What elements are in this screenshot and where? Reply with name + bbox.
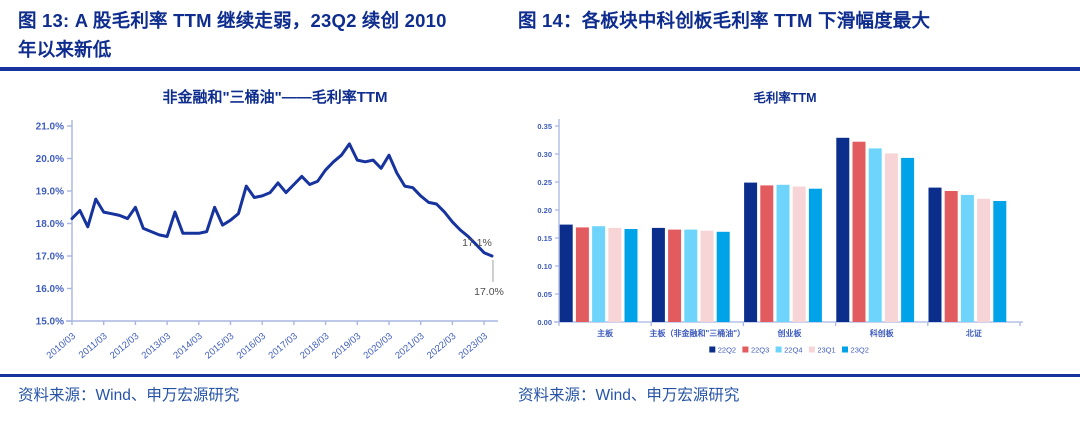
bar-22Q2-创业板 xyxy=(744,182,758,322)
bar-23Q2-主板（非金融和"三桶油"） xyxy=(716,231,730,322)
bar-23Q1-主板 xyxy=(608,227,622,322)
bar-group-4 xyxy=(836,137,915,322)
figure13-title-line2: 年以来新低 xyxy=(18,39,112,60)
bar-23Q1-北证 xyxy=(977,198,991,322)
line-chart-x-tick: 2013/03 xyxy=(140,331,173,362)
bar-22Q4-主板 xyxy=(592,226,606,322)
bar-chart-category-label: 科创板 xyxy=(870,328,895,338)
figure13-title: 图 13: A 股毛利率 TTM 继续走弱，23Q2 续创 2010 年以来新低 xyxy=(18,6,510,64)
legend-label-23Q2: 23Q2 xyxy=(851,346,869,355)
bar-chart-y-tick: 0.15 xyxy=(537,234,552,243)
figure14-source: 资料来源：Wind、申万宏源研究 xyxy=(518,387,740,404)
bar-22Q4-主板（非金融和"三桶油"） xyxy=(684,229,698,322)
bar-22Q3-创业板 xyxy=(760,185,774,322)
line-chart-y-tick: 21.0% xyxy=(36,122,64,133)
bar-chart-title: 毛利率TTM xyxy=(753,90,816,105)
legend-label-22Q2: 22Q2 xyxy=(718,346,736,355)
bar-23Q1-创业板 xyxy=(792,186,806,322)
line-chart-x-tick: 2017/03 xyxy=(266,331,299,362)
bar-chart-category-label: 主板（非金融和"三桶油"） xyxy=(650,328,746,338)
bar-chart-legend: 22Q2 22Q3 22Q4 23Q1 23Q2 xyxy=(709,346,869,355)
bar-22Q4-科创板 xyxy=(868,148,882,322)
bar-22Q4-创业板 xyxy=(776,184,790,322)
bar-23Q2-科创板 xyxy=(901,157,915,322)
line-chart-y-tick: 17.0% xyxy=(36,252,64,263)
footer-divider xyxy=(0,374,1080,377)
line-chart-x-tick: 2020/03 xyxy=(362,331,395,362)
legend-label-22Q4: 22Q4 xyxy=(784,346,802,355)
line-chart-x-tick: 2014/03 xyxy=(171,331,204,362)
bar-chart-y-tick: 0.00 xyxy=(537,318,552,327)
line-chart-x-tick: 2019/03 xyxy=(330,331,363,362)
bar-chart-category-label: 北证 xyxy=(966,328,982,338)
bar-chart-category-label: 主板 xyxy=(597,328,614,338)
bar-chart-y-tick: 0.20 xyxy=(537,206,552,215)
gross-margin-ttm-line xyxy=(70,142,494,258)
bar-group-3 xyxy=(744,182,822,322)
bar-22Q4-北证 xyxy=(960,194,974,322)
bar-22Q2-主板 xyxy=(559,224,573,322)
bar-chart-y-tick: 0.25 xyxy=(537,178,552,187)
line-chart-y-tick: 15.0% xyxy=(36,317,64,328)
figure13-source: 资料来源：Wind、申万宏源研究 xyxy=(18,387,240,404)
bar-group-5 xyxy=(928,187,1007,322)
bar-22Q2-科创板 xyxy=(836,137,850,322)
bar-23Q1-主板（非金融和"三桶油"） xyxy=(700,230,714,322)
bar-22Q2-主板（非金融和"三桶油"） xyxy=(651,227,665,322)
legend-swatch-22Q4 xyxy=(775,346,782,353)
line-chart-y-tick: 18.0% xyxy=(36,219,64,230)
figure14-title-line1: 图 14：各板块中科创板毛利率 TTM 下滑幅度最大 xyxy=(518,10,931,31)
line-chart: 非金融和"三桶油"——毛利率TTM 21.0% 20.0% 19.0% 18.0% 17.… xyxy=(36,88,504,362)
bar-chart-y-tick: 0.30 xyxy=(537,150,552,159)
figure13-title-line1: 图 13: A 股毛利率 TTM 继续走弱，23Q2 续创 2010 xyxy=(18,10,447,31)
legend-label-22Q3: 22Q3 xyxy=(751,346,769,355)
legend-swatch-22Q2 xyxy=(709,346,716,353)
line-chart-x-tick: 2010/03 xyxy=(45,331,78,362)
bar-22Q3-主板（非金融和"三桶油"） xyxy=(668,229,682,322)
line-chart-y-tick: 19.0% xyxy=(36,187,64,198)
line-chart-x-tick: 2023/03 xyxy=(457,331,490,362)
bar-22Q3-科创板 xyxy=(852,141,866,322)
figure14-title: 图 14：各板块中科创板毛利率 TTM 下滑幅度最大 xyxy=(518,6,1074,35)
legend-label-23Q1: 23Q1 xyxy=(817,346,835,355)
bar-22Q2-北证 xyxy=(928,187,942,322)
bar-chart-category-label: 创业板 xyxy=(777,328,803,338)
line-chart-x-tick: 2012/03 xyxy=(108,331,141,362)
bar-chart-y-tick: 0.35 xyxy=(537,122,552,131)
bar-23Q2-主板 xyxy=(624,229,638,322)
line-chart-y-tick: 16.0% xyxy=(36,284,64,295)
bar-chart-y-tick: 0.10 xyxy=(537,262,552,271)
bar-23Q2-创业板 xyxy=(808,188,822,322)
prev-value-label: 17.1% xyxy=(462,237,492,249)
line-chart-title: 非金融和"三桶油"——毛利率TTM xyxy=(162,88,387,106)
title-divider xyxy=(0,67,1080,71)
line-chart-x-tick: 2022/03 xyxy=(425,331,458,362)
legend-swatch-23Q2 xyxy=(842,346,848,353)
line-chart-x-tick: 2015/03 xyxy=(203,331,236,362)
bar-chart-y-tick: 0.05 xyxy=(537,290,552,299)
bar-22Q3-北证 xyxy=(944,191,958,322)
bar-chart: 毛利率TTM 0.35 0.30 0.25 0.20 0.15 0.10 0.05 0.00 主板… xyxy=(537,90,1023,355)
line-chart-x-tick: 2016/03 xyxy=(235,331,268,362)
bar-group-1 xyxy=(559,224,638,322)
line-chart-axes xyxy=(66,120,498,325)
bar-22Q3-主板 xyxy=(575,227,589,322)
legend-swatch-23Q1 xyxy=(808,346,815,353)
line-chart-x-tick: 2021/03 xyxy=(393,331,426,362)
line-chart-x-tick: 2011/03 xyxy=(77,331,110,361)
bar-23Q2-北证 xyxy=(993,201,1007,322)
legend-swatch-22Q3 xyxy=(742,346,749,353)
last-value-label: 17.0% xyxy=(474,286,504,298)
bar-23Q1-科创板 xyxy=(884,153,898,322)
line-chart-x-tick: 2018/03 xyxy=(298,331,331,362)
line-chart-y-tick: 20.0% xyxy=(36,154,64,165)
bar-group-2 xyxy=(651,227,730,322)
